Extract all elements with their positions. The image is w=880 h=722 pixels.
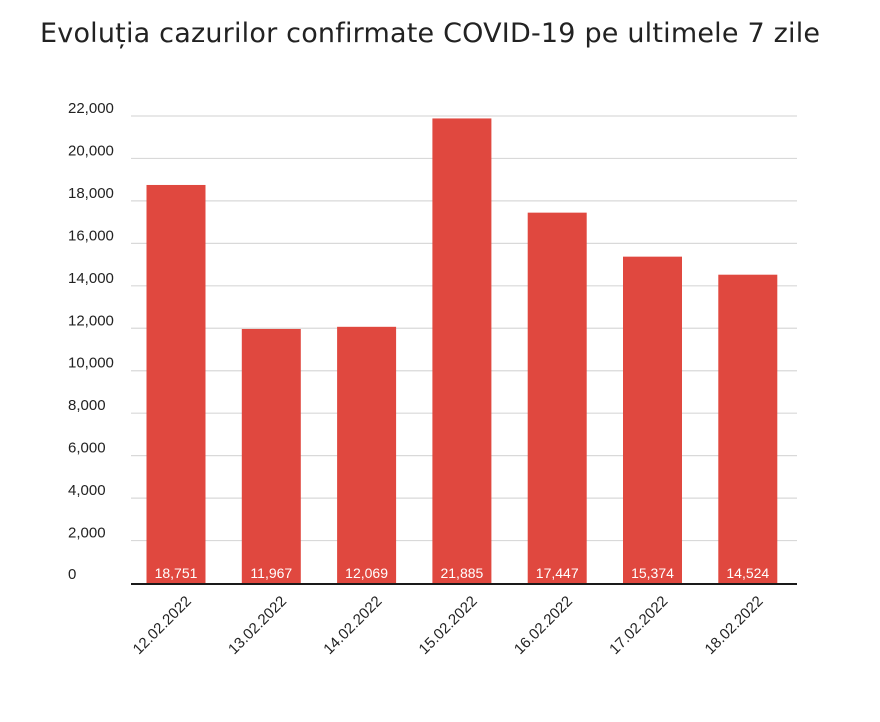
bar	[527, 212, 587, 583]
bar-value-label: 18,751	[155, 565, 198, 581]
y-tick-label: 18,000	[68, 185, 114, 202]
bar-value-label: 15,374	[631, 565, 674, 581]
y-tick-label: 4,000	[68, 482, 106, 499]
y-tick-label: 22,000	[68, 100, 114, 117]
y-tick-label: 16,000	[68, 227, 114, 244]
bar-value-label: 17,447	[536, 565, 579, 581]
x-tick-label: 16.02.2022	[511, 593, 576, 658]
y-tick-label: 0	[68, 566, 76, 583]
bar-value-label: 12,069	[345, 565, 388, 581]
bar	[146, 184, 206, 583]
bar	[718, 274, 778, 583]
bar-value-label: 21,885	[440, 565, 483, 581]
y-tick-label: 20,000	[68, 142, 114, 159]
bar	[623, 256, 682, 583]
y-tick-label: 14,000	[68, 270, 114, 287]
y-tick-label: 12,000	[68, 312, 114, 329]
bar	[337, 326, 397, 583]
x-tick-label: 18.02.2022	[702, 593, 767, 658]
x-tick-label: 13.02.2022	[225, 593, 290, 658]
bar	[432, 118, 492, 584]
y-tick-label: 2,000	[68, 525, 106, 542]
bar	[241, 328, 301, 583]
bar-value-label: 14,524	[726, 565, 769, 581]
y-tick-label: 6,000	[68, 440, 106, 457]
x-tick-label: 14.02.2022	[320, 593, 385, 658]
bar-value-label: 11,967	[250, 565, 292, 581]
x-tick-label: 12.02.2022	[130, 593, 195, 658]
y-tick-label: 8,000	[68, 397, 106, 414]
x-tick-label: 17.02.2022	[606, 593, 671, 658]
y-tick-label: 10,000	[68, 355, 114, 372]
bars-layer	[146, 118, 778, 584]
x-tick-label: 15.02.2022	[416, 593, 481, 658]
chart-title: Evoluția cazurilor confirmate COVID-19 p…	[40, 18, 821, 49]
